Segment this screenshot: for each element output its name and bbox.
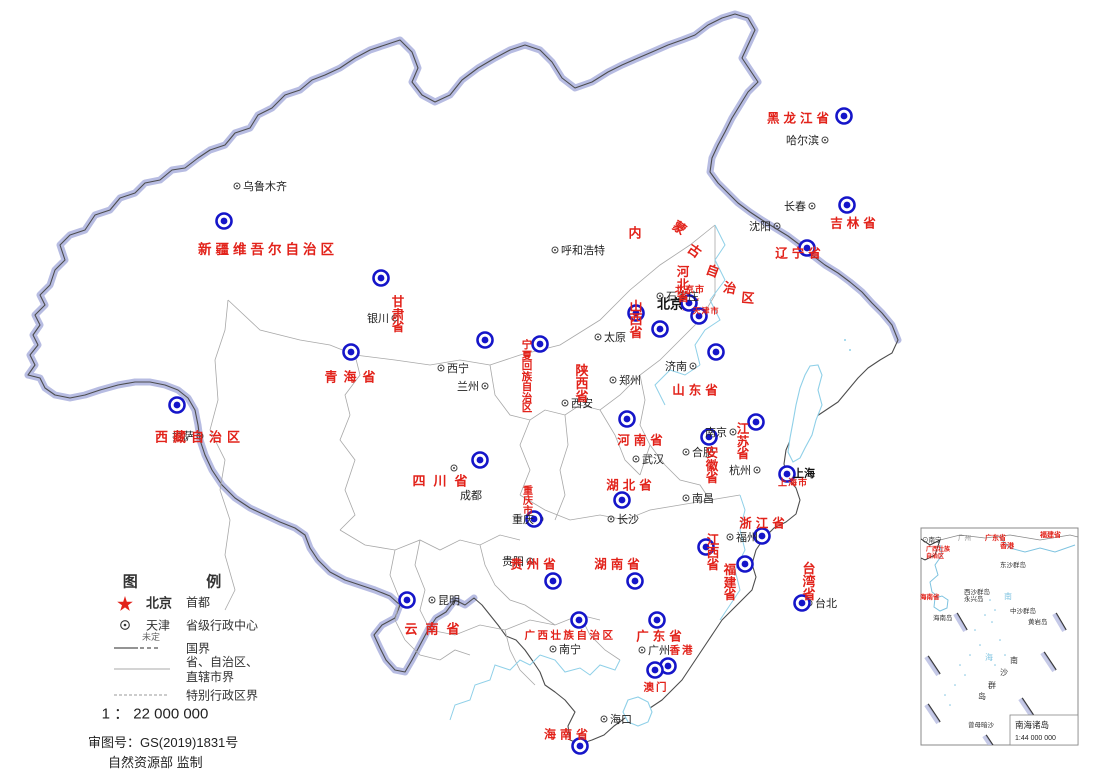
svg-text:沙: 沙 (1000, 668, 1008, 677)
svg-text:岛: 岛 (978, 691, 986, 701)
svg-text:南: 南 (1010, 655, 1018, 665)
svg-text:群: 群 (988, 680, 996, 690)
svg-text:自治区: 自治区 (926, 552, 944, 560)
svg-text:南海诸岛: 南海诸岛 (1015, 720, 1049, 730)
svg-text:东沙群岛: 东沙群岛 (1000, 560, 1026, 569)
svg-text:广西壮族: 广西壮族 (926, 545, 951, 553)
svg-text:广东省: 广东省 (985, 533, 1006, 542)
svg-text:黄岩岛: 黄岩岛 (1028, 617, 1048, 626)
svg-text:海南岛: 海南岛 (933, 613, 953, 622)
svg-text:海南省: 海南省 (920, 592, 940, 601)
svg-text:中沙群岛: 中沙群岛 (1010, 606, 1036, 615)
svg-text:曾母暗沙: 曾母暗沙 (968, 720, 995, 729)
svg-text:福建省: 福建省 (1039, 530, 1061, 539)
svg-text:西沙群岛: 西沙群岛 (964, 587, 990, 596)
svg-text:海: 海 (985, 652, 993, 662)
svg-text:香港: 香港 (999, 541, 1015, 550)
svg-text:⊙南宁: ⊙南宁 (922, 535, 942, 544)
svg-text:南: 南 (1004, 591, 1012, 601)
svg-text:广州: 广州 (958, 533, 971, 542)
svg-text:1:44 000 000: 1:44 000 000 (1015, 735, 1056, 742)
svg-text:永兴岛: 永兴岛 (964, 594, 984, 603)
